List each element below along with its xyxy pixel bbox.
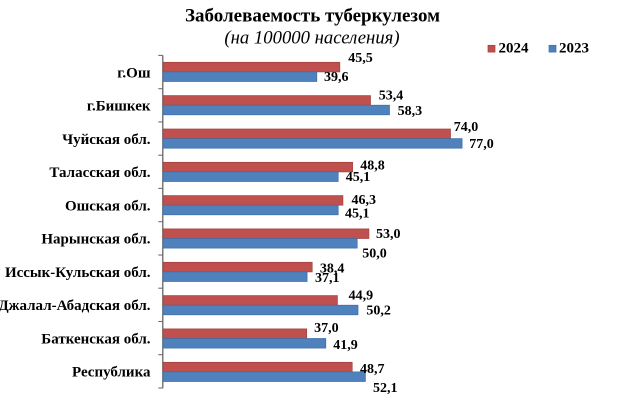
svg-text:Таласская обл.: Таласская обл. (49, 165, 150, 181)
svg-text:Иссык-Кульская обл.: Иссык-Кульская обл. (5, 265, 151, 281)
svg-text:38,4: 38,4 (320, 262, 345, 277)
svg-text:45,5: 45,5 (348, 51, 373, 66)
svg-text:48,8: 48,8 (360, 159, 385, 174)
svg-text:45,1: 45,1 (346, 170, 371, 185)
svg-text:39,6: 39,6 (324, 70, 349, 85)
svg-text:Республика: Республика (72, 365, 151, 381)
svg-text:77,0: 77,0 (469, 137, 494, 152)
svg-text:45,1: 45,1 (345, 207, 370, 222)
svg-text:37,1: 37,1 (315, 271, 340, 286)
svg-text:2024: 2024 (499, 41, 530, 57)
svg-text:2023: 2023 (559, 41, 589, 57)
svg-text:Ошская обл.: Ошская обл. (65, 198, 151, 214)
svg-text:(на 100000 населения): (на 100000 населения) (224, 28, 399, 49)
svg-text:44,9: 44,9 (349, 289, 374, 304)
svg-text:Джалал-Абадская обл.: Джалал-Абадская обл. (0, 298, 151, 314)
svg-text:Нарынская обл.: Нарынская обл. (41, 232, 150, 248)
svg-text:53,4: 53,4 (379, 89, 404, 104)
svg-text:г.Бишкек: г.Бишкек (87, 99, 151, 115)
svg-text:58,3: 58,3 (398, 104, 423, 119)
svg-text:37,0: 37,0 (314, 321, 339, 336)
svg-text:50,2: 50,2 (366, 303, 391, 318)
svg-text:Баткенская обл.: Баткенская обл. (41, 331, 150, 347)
svg-text:74,0: 74,0 (454, 120, 479, 135)
svg-text:52,1: 52,1 (373, 381, 398, 396)
svg-text:41,9: 41,9 (333, 338, 358, 353)
svg-text:Чуйская обл.: Чуйская обл. (62, 132, 151, 148)
svg-text:48,7: 48,7 (360, 362, 385, 377)
svg-text:50,0: 50,0 (362, 247, 387, 262)
svg-text:Заболеваемость туберкулезом: Заболеваемость туберкулезом (185, 5, 440, 26)
svg-text:г.Ош: г.Ош (117, 65, 151, 81)
svg-text:46,3: 46,3 (352, 193, 377, 208)
svg-text:53,0: 53,0 (376, 227, 401, 242)
